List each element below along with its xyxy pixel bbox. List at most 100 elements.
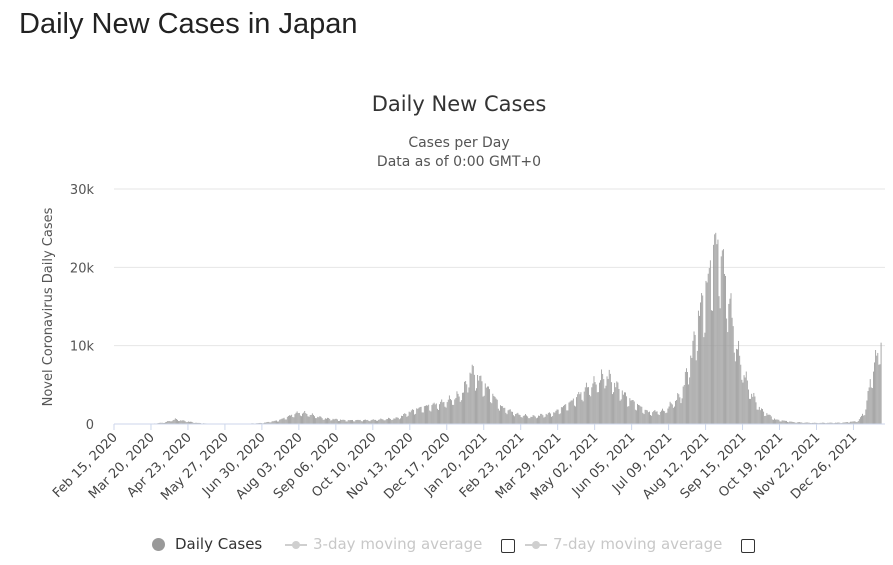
bar [416, 408, 418, 424]
bar [195, 422, 197, 424]
bar [544, 416, 546, 424]
bar [742, 382, 744, 424]
bar [352, 419, 353, 424]
bar [851, 421, 853, 424]
bar [680, 403, 682, 424]
bar [743, 375, 745, 424]
bar [625, 392, 626, 424]
daily-cases-chart: Daily New Cases Cases per Day Data as of… [41, 92, 885, 504]
bar [559, 413, 561, 424]
bar [414, 414, 415, 424]
bar [197, 422, 199, 424]
bar [322, 419, 324, 424]
bar [807, 422, 809, 424]
bar [415, 413, 417, 424]
bar [541, 413, 543, 424]
bar [568, 402, 570, 424]
bar [483, 395, 485, 424]
bar [316, 418, 318, 424]
bar [758, 406, 760, 424]
legend-item-7-day-average[interactable]: 7-day moving average [525, 535, 722, 553]
x-tick-label: Oct 10, 2020 [309, 430, 379, 500]
bar [500, 405, 501, 424]
bar [634, 409, 636, 424]
bar [402, 416, 404, 424]
bar [162, 422, 164, 424]
bar [397, 417, 399, 424]
bar [749, 398, 750, 424]
bar [433, 402, 435, 424]
bar [540, 413, 542, 424]
bar [645, 409, 647, 424]
bar [467, 392, 469, 424]
bar [529, 418, 531, 424]
bar [471, 364, 473, 424]
bar [704, 332, 706, 424]
checkbox-3-day-average[interactable] [501, 539, 515, 553]
legend-item-3-day-average[interactable]: 3-day moving average [285, 535, 482, 553]
bar [294, 414, 296, 424]
bar [848, 422, 849, 424]
bar [508, 409, 510, 424]
bar [725, 275, 726, 424]
bar [283, 417, 285, 424]
legend-item-daily-cases[interactable]: Daily Cases [152, 535, 262, 553]
bar [407, 415, 409, 424]
bar [374, 419, 376, 424]
bar [784, 420, 786, 424]
checkbox-7-day-average[interactable] [741, 539, 755, 553]
bar [839, 422, 841, 424]
bar [493, 395, 495, 424]
bar [657, 414, 659, 424]
bar [326, 418, 327, 424]
bar [793, 422, 795, 424]
bar [264, 422, 265, 424]
bar [388, 417, 389, 424]
bar [553, 412, 555, 424]
bar [722, 249, 724, 424]
bar [734, 361, 736, 424]
bar [472, 366, 474, 424]
bar [492, 393, 494, 424]
bar [695, 360, 697, 424]
bar [187, 421, 189, 424]
bar [349, 420, 351, 424]
bar [527, 416, 529, 424]
bar [730, 293, 732, 424]
bar [878, 364, 880, 424]
bar [266, 422, 268, 424]
bar [332, 418, 334, 424]
bar [564, 404, 566, 424]
bar [506, 414, 508, 424]
bar [160, 422, 162, 424]
bar [782, 420, 784, 424]
bar [577, 394, 579, 424]
bar [603, 379, 605, 424]
bar [401, 415, 402, 424]
bar [849, 422, 850, 424]
bar [459, 401, 461, 424]
bar [469, 372, 471, 424]
bar [662, 408, 663, 424]
bar [196, 422, 198, 424]
bar [592, 383, 594, 424]
line-marker-icon [285, 538, 307, 551]
bar [854, 421, 856, 424]
bar [606, 376, 608, 424]
x-tick-label: Feb 15, 2020 [50, 430, 121, 501]
bar [622, 394, 624, 424]
bar [302, 413, 303, 424]
y-tick-label: 20k [70, 261, 95, 276]
y-axis-label: Novel Coronavirus Daily Cases [41, 207, 56, 406]
bar [655, 411, 657, 424]
bar [502, 406, 504, 424]
legend-label-3-day-average: 3-day moving average [313, 535, 483, 553]
bar [361, 421, 363, 424]
bar [830, 422, 832, 424]
bar [768, 414, 770, 424]
bar [426, 405, 427, 424]
bar [701, 293, 703, 424]
bar [672, 407, 674, 424]
bar [463, 392, 464, 424]
bar [438, 410, 439, 424]
